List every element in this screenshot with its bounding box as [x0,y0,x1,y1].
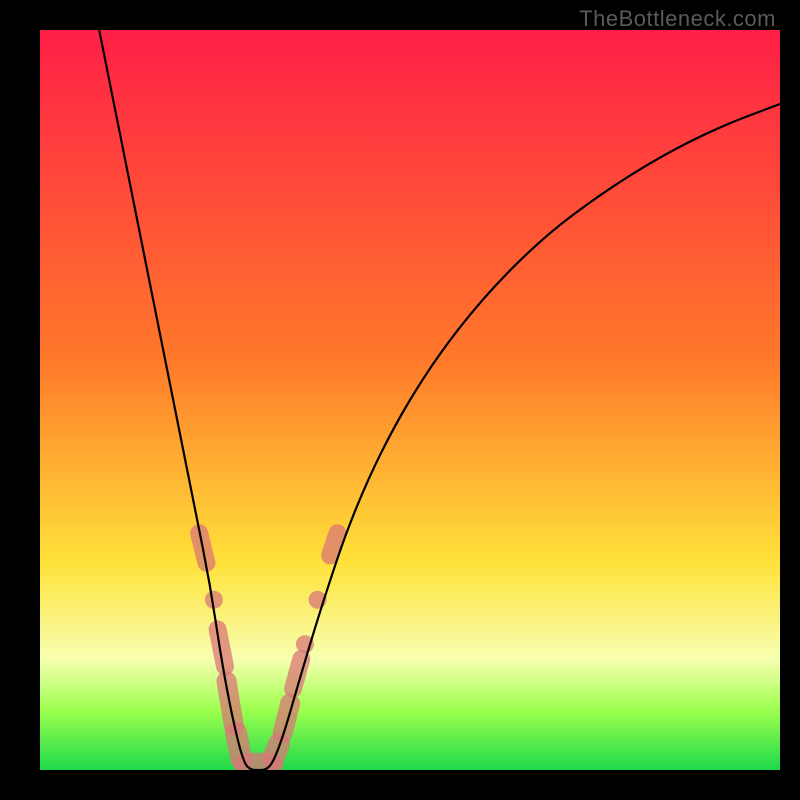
marker-dot [296,635,314,653]
marker-dot [205,591,223,609]
bottleneck-curve [99,30,780,770]
plot-area [40,30,780,770]
marker-capsule [226,681,233,725]
marker-layer [199,533,337,765]
watermark-text: TheBottleneck.com [579,6,776,32]
marker-capsule [330,533,337,555]
marker-capsule [236,733,241,759]
marker-dot [309,591,327,609]
chart-frame: TheBottleneck.com [0,0,800,800]
marker-capsule [199,533,206,563]
marker-capsule [283,703,290,733]
marker-capsule [273,744,279,759]
marker-capsule [218,629,225,666]
curve-svg [40,30,780,770]
marker-capsule [293,659,301,689]
